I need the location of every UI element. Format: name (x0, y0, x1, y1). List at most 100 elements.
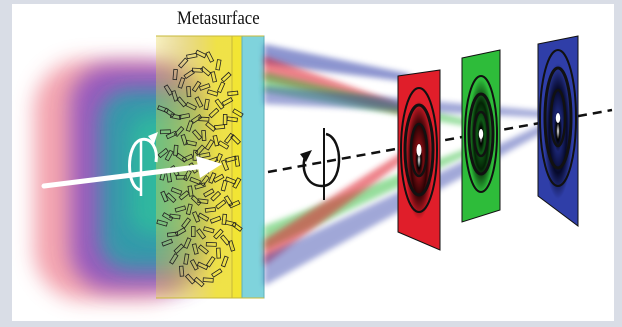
frame-bottom (0, 321, 622, 327)
nano-pillar (228, 199, 241, 209)
nano-pillar (177, 57, 189, 69)
nano-pillar (194, 144, 206, 156)
nano-pillar (205, 256, 216, 268)
nano-pillar (227, 240, 236, 252)
nano-pillar (213, 228, 224, 240)
nano-pillar (198, 116, 210, 122)
nano-pillar (163, 84, 174, 96)
nano-pillar (208, 107, 220, 119)
nano-pillar (181, 217, 192, 229)
circular-polarization-out-icon (300, 128, 341, 200)
nano-pillar (221, 97, 234, 107)
nano-pillar (215, 59, 222, 71)
nano-pillar (191, 226, 196, 238)
nano-pillar (172, 68, 178, 81)
nano-pillar (166, 231, 179, 238)
nano-pillar (164, 149, 174, 162)
nano-pillar (200, 66, 212, 77)
nano-pillar (214, 98, 225, 110)
nano-pillar (174, 227, 187, 237)
nano-pillar (215, 199, 227, 210)
nano-pillar (185, 203, 193, 216)
nano-pillar (204, 139, 215, 151)
nano-pillar (170, 187, 183, 195)
nano-pillar (185, 101, 198, 111)
nano-pillar (225, 155, 237, 163)
nano-pillar (191, 211, 201, 223)
nano-pillar (223, 132, 235, 144)
nano-pillar (190, 195, 202, 206)
nano-pillar (209, 215, 222, 224)
nano-pillar (197, 212, 210, 222)
circular-polarization-in-icon (128, 132, 158, 196)
nano-pillar (156, 219, 168, 227)
nano-pillar (176, 96, 187, 108)
nano-pillar (161, 238, 174, 247)
nano-pillar (197, 244, 209, 255)
nano-pillar (178, 265, 185, 277)
beam-blue-top (264, 44, 410, 82)
nano-pillar (187, 185, 194, 197)
nano-pillar (186, 52, 198, 60)
nano-pillar (232, 108, 244, 118)
nano-pillar (186, 86, 192, 98)
focal-plane-blue (537, 35, 579, 227)
nano-pillar (220, 255, 229, 268)
metasurface-label: Metasurface (177, 8, 260, 29)
nano-pillar (220, 179, 228, 192)
nano-pillar (198, 83, 211, 91)
nano-pillar (183, 237, 192, 249)
nano-pillar (210, 190, 222, 202)
nano-pillar (217, 140, 230, 150)
nano-pillar (201, 129, 207, 142)
nano-pillar (203, 188, 215, 198)
nano-pillar (212, 134, 220, 147)
nano-pillar (227, 90, 239, 97)
nano-pillar (157, 147, 169, 159)
nano-pillar (192, 149, 198, 161)
nano-pillar (226, 116, 238, 123)
nano-pillar (204, 207, 217, 213)
nano-pillar (221, 159, 230, 172)
nano-pillar (199, 152, 211, 159)
nano-pillar (165, 192, 177, 204)
focal-plane-red (397, 69, 441, 251)
nano-pillar (157, 105, 169, 114)
nano-pillar (213, 124, 226, 130)
nano-pillar (174, 205, 187, 213)
nano-pillar (206, 89, 219, 97)
nano-pillar (216, 81, 226, 94)
nano-pillar (182, 169, 192, 182)
nano-pillar (178, 113, 191, 120)
nano-pillar (199, 175, 210, 187)
nano-pillar (203, 98, 210, 111)
nano-pillar (234, 155, 241, 167)
nano-pillar (191, 80, 202, 93)
nano-pillar (223, 195, 234, 207)
nano-pillar (160, 190, 169, 203)
focal-plane-green (461, 49, 501, 223)
nano-pillar (189, 176, 202, 185)
nano-pillar (189, 258, 199, 271)
nano-pillar (211, 268, 223, 278)
nano-pillar (202, 277, 214, 283)
nano-pillar (173, 243, 185, 255)
nano-pillar (163, 107, 175, 118)
diagram-canvas: Metasurface (12, 4, 614, 321)
frame-left (0, 0, 12, 327)
nano-pillar (171, 90, 179, 102)
nano-pillar (210, 71, 218, 83)
diagram-svg (34, 35, 613, 300)
nano-pillar (180, 133, 189, 146)
nano-pillar (173, 144, 179, 156)
nano-pillar (181, 153, 194, 163)
frame-top (0, 0, 622, 4)
nano-pillar (195, 49, 207, 59)
nano-pillar (185, 120, 194, 132)
nano-pillar (178, 190, 190, 201)
nano-pillar (159, 129, 171, 135)
nano-pillar (196, 228, 207, 240)
nano-pillar (224, 220, 237, 227)
incident-arrow (41, 156, 222, 189)
nano-pillar (191, 129, 203, 141)
